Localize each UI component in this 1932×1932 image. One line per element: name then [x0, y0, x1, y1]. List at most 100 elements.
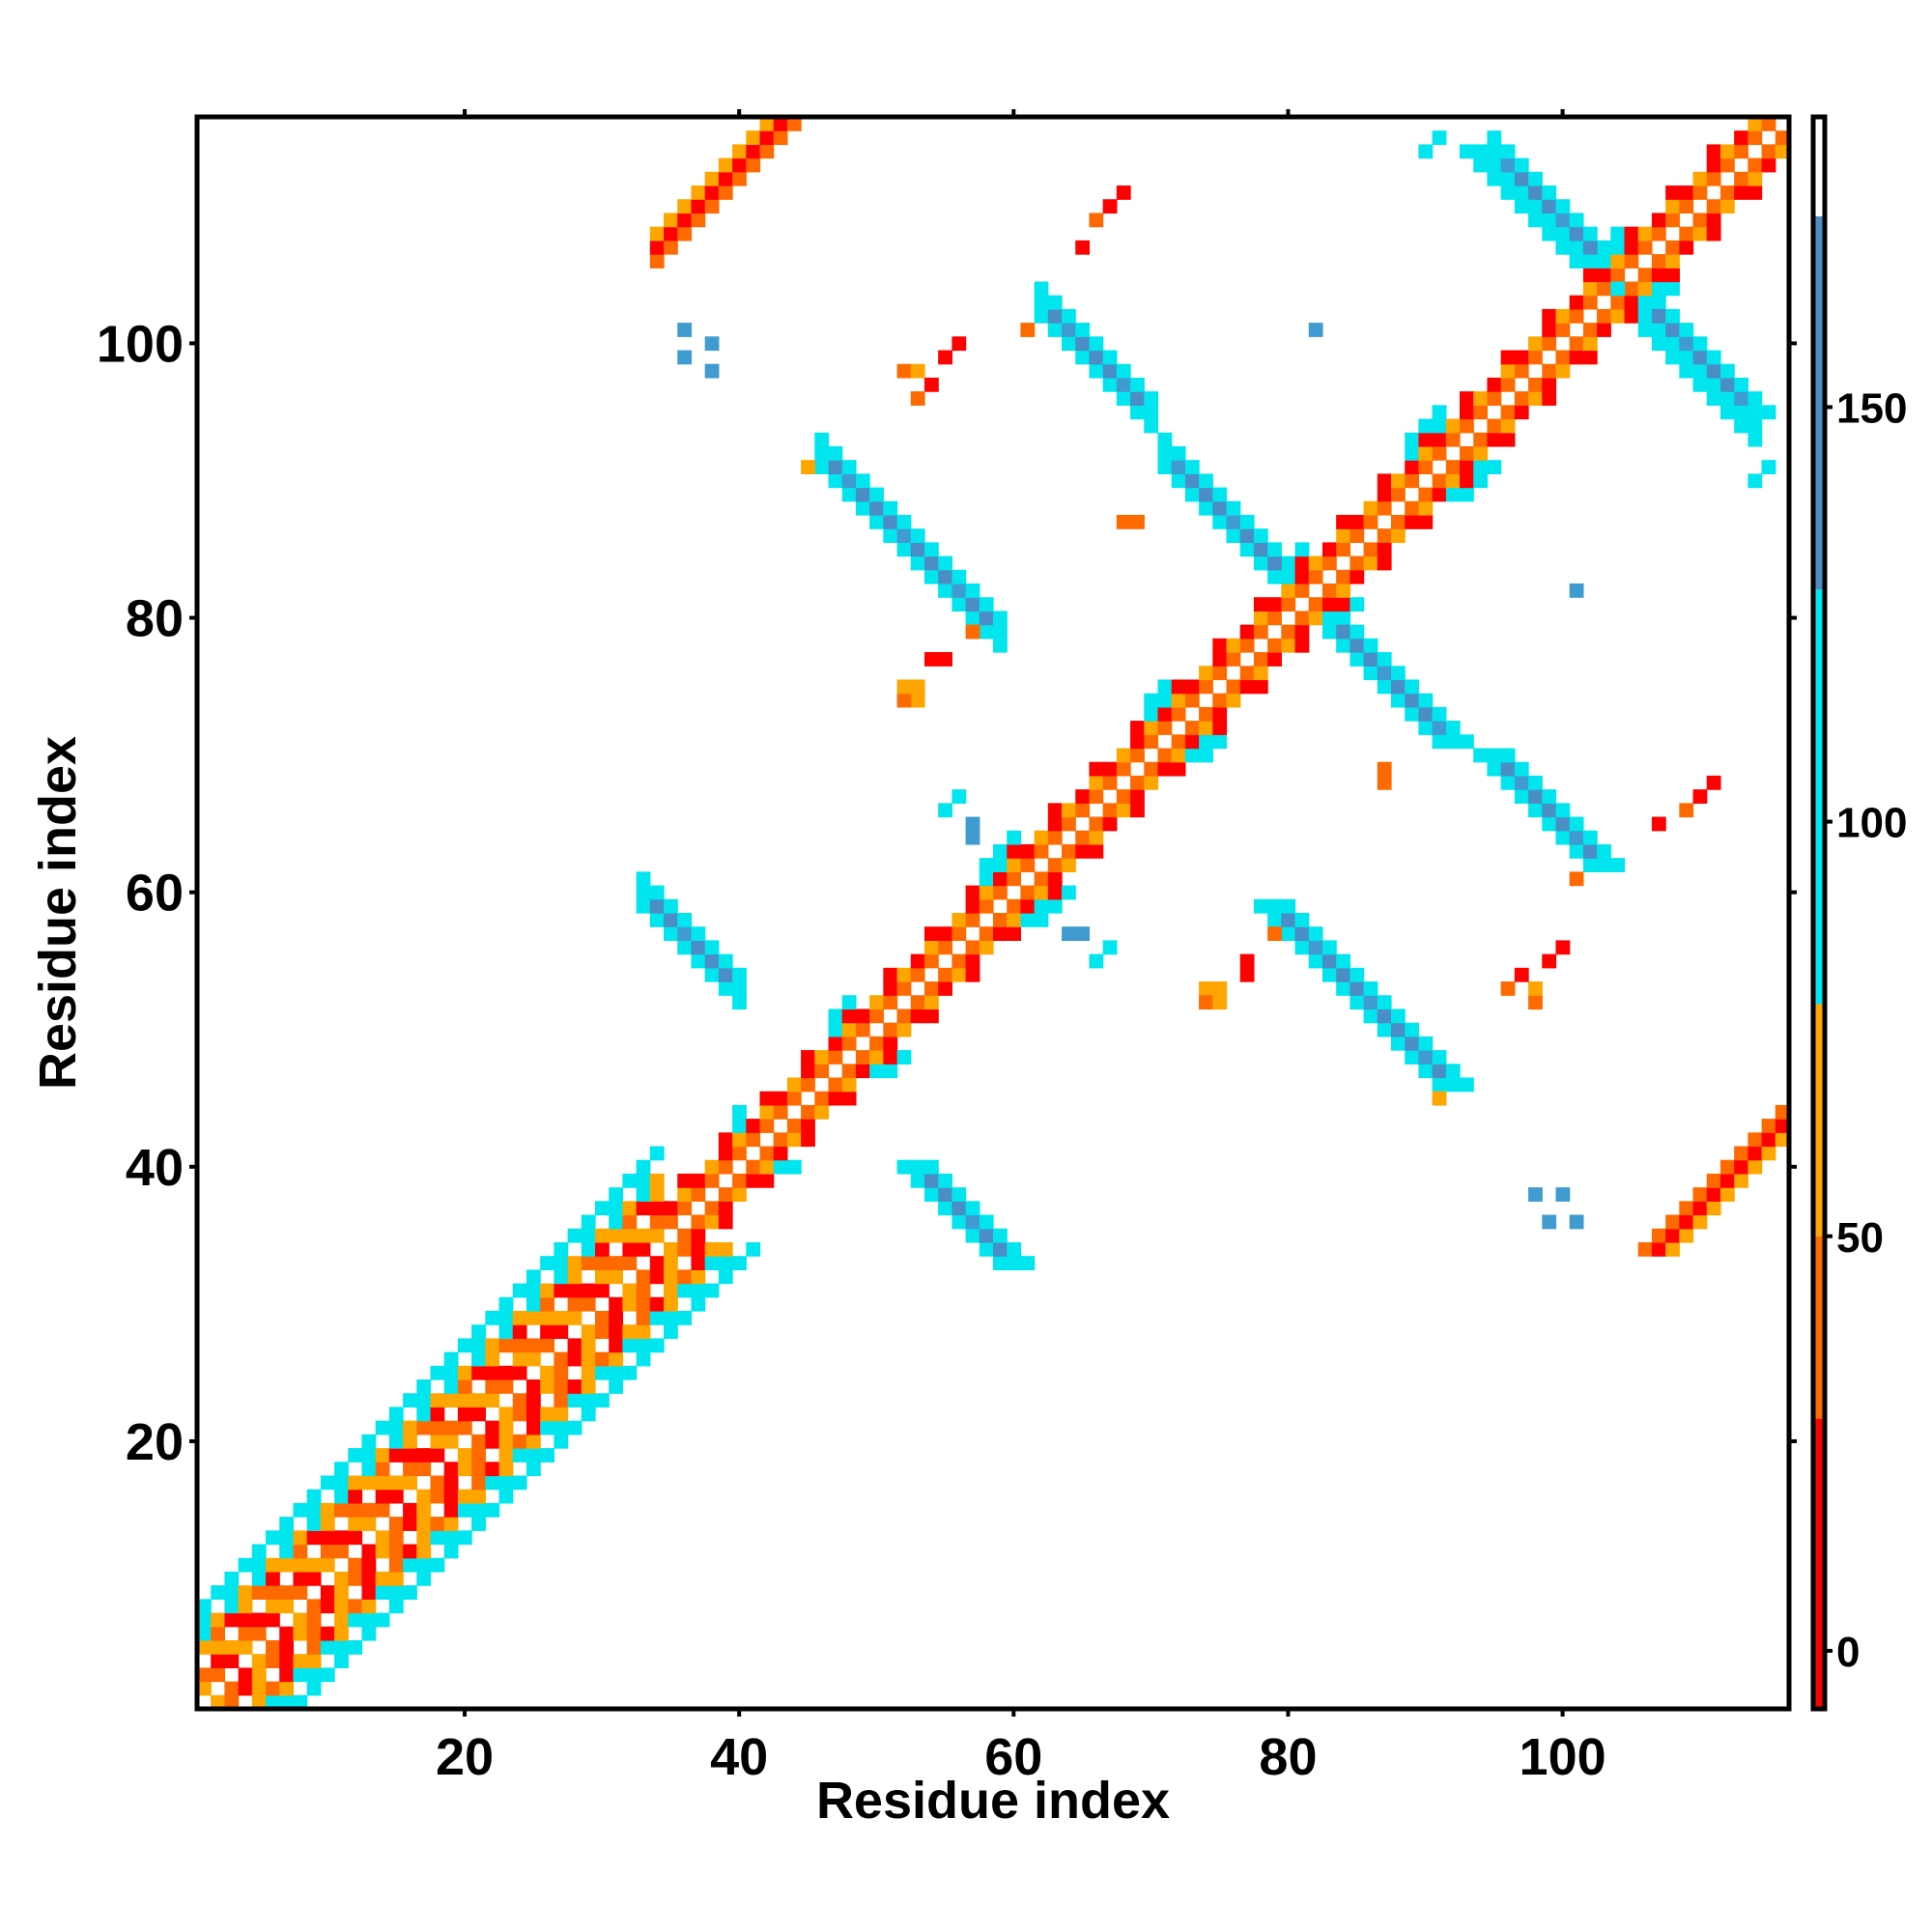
- diagonal-cell: [869, 1050, 884, 1065]
- diagonal-cell: [677, 1269, 693, 1285]
- diagonal-cell: [1460, 445, 1474, 461]
- sheet-cell: [1542, 226, 1557, 242]
- diagonal-cell: [1500, 377, 1516, 392]
- sheet-cell: [1336, 981, 1350, 996]
- diagonal-cell: [224, 1612, 240, 1628]
- sheet-cell: [938, 1201, 952, 1216]
- diagonal-cell: [1116, 789, 1131, 804]
- sheet-cell: [1569, 843, 1584, 859]
- sheet-cell: [841, 473, 857, 489]
- sheet-cell: [1719, 377, 1735, 392]
- sheet-cell: [1075, 323, 1091, 337]
- diagonal-cell: [1226, 652, 1241, 667]
- diagonal-cell: [993, 913, 1008, 927]
- diagonal-cell: [443, 1379, 459, 1394]
- diagonal-cell: [1157, 706, 1173, 722]
- diagonal-cell: [841, 995, 857, 1010]
- sheet-cell: [965, 583, 980, 598]
- diagonal-cell: [1281, 638, 1296, 653]
- diagonal-cell: [1487, 391, 1502, 406]
- parallel-cell: [677, 213, 693, 228]
- sheet-cell: [1363, 1009, 1378, 1024]
- contact-cell: [1102, 940, 1118, 955]
- diagonal-cell: [786, 1132, 802, 1148]
- diagonal-cell: [1212, 638, 1228, 653]
- diagonal-cell: [279, 1654, 295, 1668]
- diagonal-cell: [334, 1489, 349, 1504]
- diagonal-cell: [993, 858, 1008, 872]
- sheet-cell: [923, 1173, 939, 1188]
- parallel-cell: [1651, 1228, 1666, 1243]
- diagonal-cell: [1706, 226, 1721, 242]
- diagonal-cell: [485, 1475, 500, 1491]
- diagonal-cell: [636, 1324, 651, 1340]
- diagonal-cell: [443, 1530, 459, 1546]
- diagonal-cell: [1308, 555, 1323, 571]
- diagonal-cell: [403, 1502, 417, 1518]
- diagonal-cell: [965, 913, 980, 927]
- diagonal-cell: [430, 1420, 445, 1435]
- sheet-cell: [896, 1159, 912, 1175]
- diagonal-cell: [443, 1502, 459, 1518]
- diagonal-cell: [554, 1420, 569, 1435]
- diagonal-cell: [1062, 816, 1076, 832]
- diagonal-cell: [197, 1667, 212, 1683]
- sheet-cell: [883, 528, 898, 544]
- diagonal-cell: [622, 1365, 638, 1380]
- diagonal-cell: [732, 1104, 747, 1120]
- sheet-cell: [993, 611, 1008, 626]
- diagonal-cell: [512, 1448, 527, 1463]
- y-tick-label: 80: [126, 590, 184, 648]
- diagonal-cell: [1734, 144, 1748, 159]
- sheet-cell: [910, 1173, 925, 1188]
- diagonal-cell: [211, 1694, 226, 1710]
- diagonal-cell: [320, 1544, 335, 1559]
- sheet-cell: [1460, 1077, 1474, 1093]
- diagonal-cell: [1267, 652, 1282, 667]
- contact-cell: [1679, 803, 1694, 818]
- y-tick-label: 100: [97, 315, 184, 373]
- diagonal-cell: [375, 1585, 390, 1600]
- diagonal-cell: [1239, 679, 1255, 695]
- diagonal-cell: [1212, 693, 1228, 708]
- contact-cell: [896, 679, 912, 695]
- diagonal-cell: [211, 1626, 226, 1641]
- diagonal-cell: [540, 1406, 554, 1422]
- diagonal-cell: [251, 1654, 267, 1668]
- diagonal-cell: [457, 1338, 472, 1353]
- sheet-cell: [1130, 391, 1145, 406]
- sheet-cell: [1514, 171, 1529, 186]
- diagonal-cell: [581, 1283, 596, 1298]
- diagonal-cell: [1719, 144, 1735, 159]
- diagonal-cell: [677, 1283, 693, 1298]
- diagonal-cell: [1405, 460, 1420, 474]
- diagonal-cell: [883, 1022, 898, 1037]
- diagonal-cell: [1514, 350, 1529, 365]
- diagonal-cell: [540, 1324, 554, 1340]
- diagonal-cell: [293, 1626, 308, 1641]
- diagonal-cell: [1294, 569, 1310, 584]
- diagonal-cell: [266, 1557, 280, 1573]
- diagonal-cell: [306, 1639, 322, 1655]
- diagonal-cell: [430, 1489, 445, 1504]
- diagonal-cell: [279, 1639, 295, 1655]
- sheet-cell: [1116, 363, 1131, 379]
- diagonal-cell: [1514, 363, 1529, 379]
- diagonal-cell: [664, 1241, 678, 1257]
- parallel-cell: [1719, 1159, 1735, 1175]
- diagonal-cell: [334, 1612, 349, 1628]
- diagonal-cell: [403, 1544, 417, 1559]
- diagonal-cell: [923, 995, 939, 1010]
- diagonal-cell: [1377, 528, 1392, 544]
- diagonal-cell: [896, 1050, 912, 1065]
- diagonal-cell: [1719, 185, 1735, 200]
- diagonal-cell: [993, 843, 1008, 859]
- sheet-cell: [993, 1241, 1008, 1257]
- sheet-cell: [1460, 734, 1474, 750]
- diagonal-cell: [361, 1502, 377, 1518]
- diagonal-cell: [1473, 445, 1489, 461]
- diagonal-cell: [636, 1201, 651, 1216]
- diagonal-cell: [1637, 240, 1653, 255]
- diagonal-cell: [1184, 693, 1200, 708]
- diagonal-cell: [554, 1283, 569, 1298]
